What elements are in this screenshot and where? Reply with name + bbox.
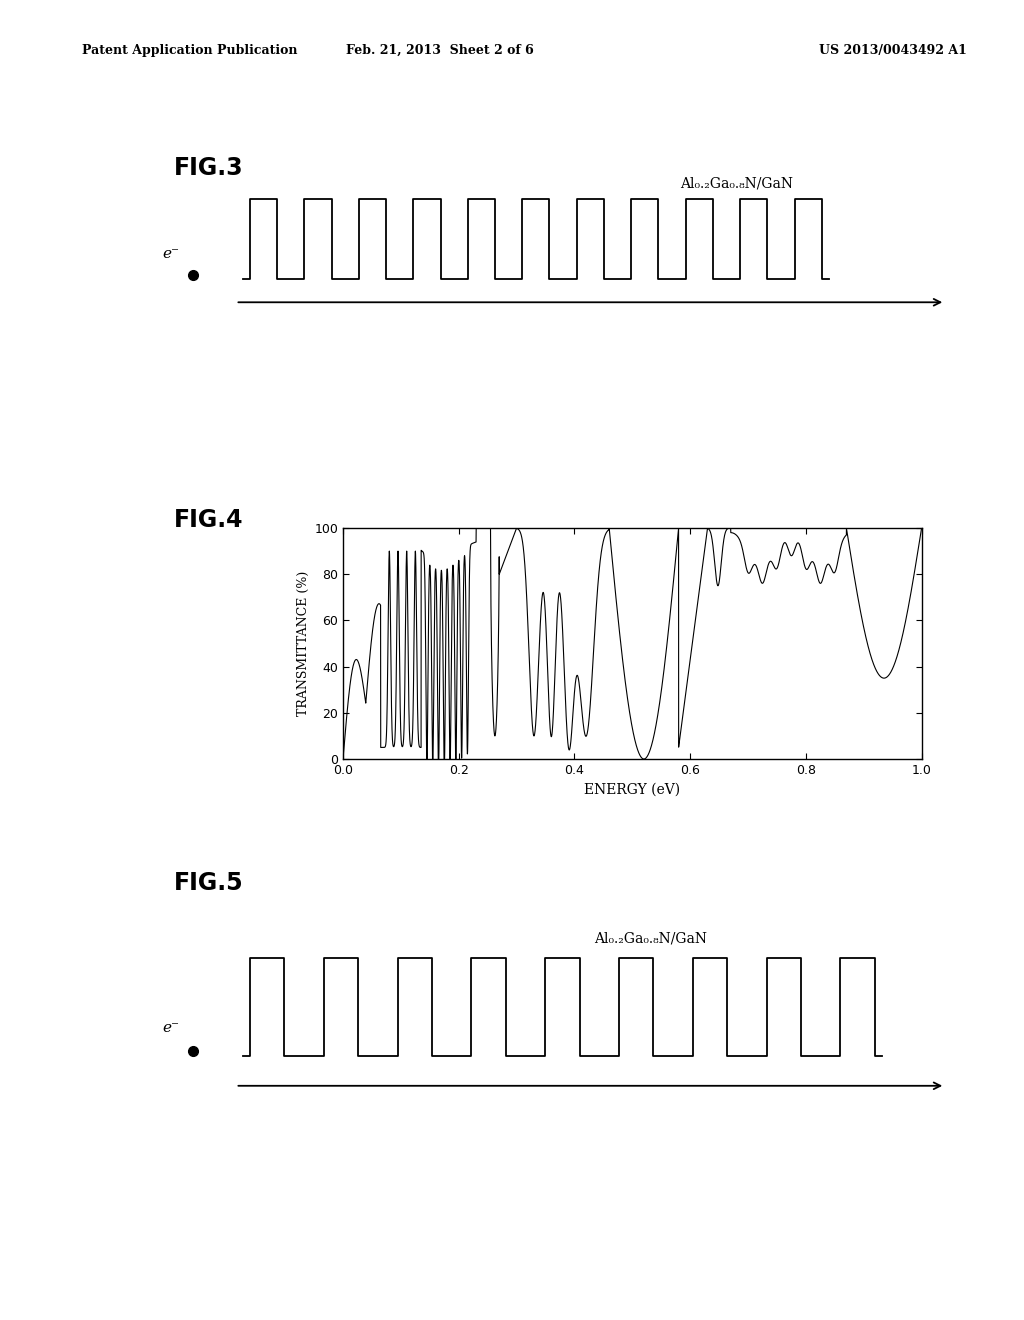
Y-axis label: TRANSMITTANCE (%): TRANSMITTANCE (%) xyxy=(297,570,310,717)
Text: FIG.4: FIG.4 xyxy=(174,508,244,532)
Text: e⁻: e⁻ xyxy=(163,247,179,261)
Text: e⁻: e⁻ xyxy=(163,1020,179,1035)
Text: Patent Application Publication: Patent Application Publication xyxy=(82,44,297,57)
Text: FIG.3: FIG.3 xyxy=(174,156,244,180)
Text: FIG.5: FIG.5 xyxy=(174,871,244,895)
Text: Al₀.₂Ga₀.₈N/GaN: Al₀.₂Ga₀.₈N/GaN xyxy=(680,177,793,190)
Text: Al₀.₂Ga₀.₈N/GaN: Al₀.₂Ga₀.₈N/GaN xyxy=(594,932,707,945)
X-axis label: ENERGY (eV): ENERGY (eV) xyxy=(585,783,680,796)
Text: Feb. 21, 2013  Sheet 2 of 6: Feb. 21, 2013 Sheet 2 of 6 xyxy=(346,44,535,57)
Text: US 2013/0043492 A1: US 2013/0043492 A1 xyxy=(819,44,967,57)
